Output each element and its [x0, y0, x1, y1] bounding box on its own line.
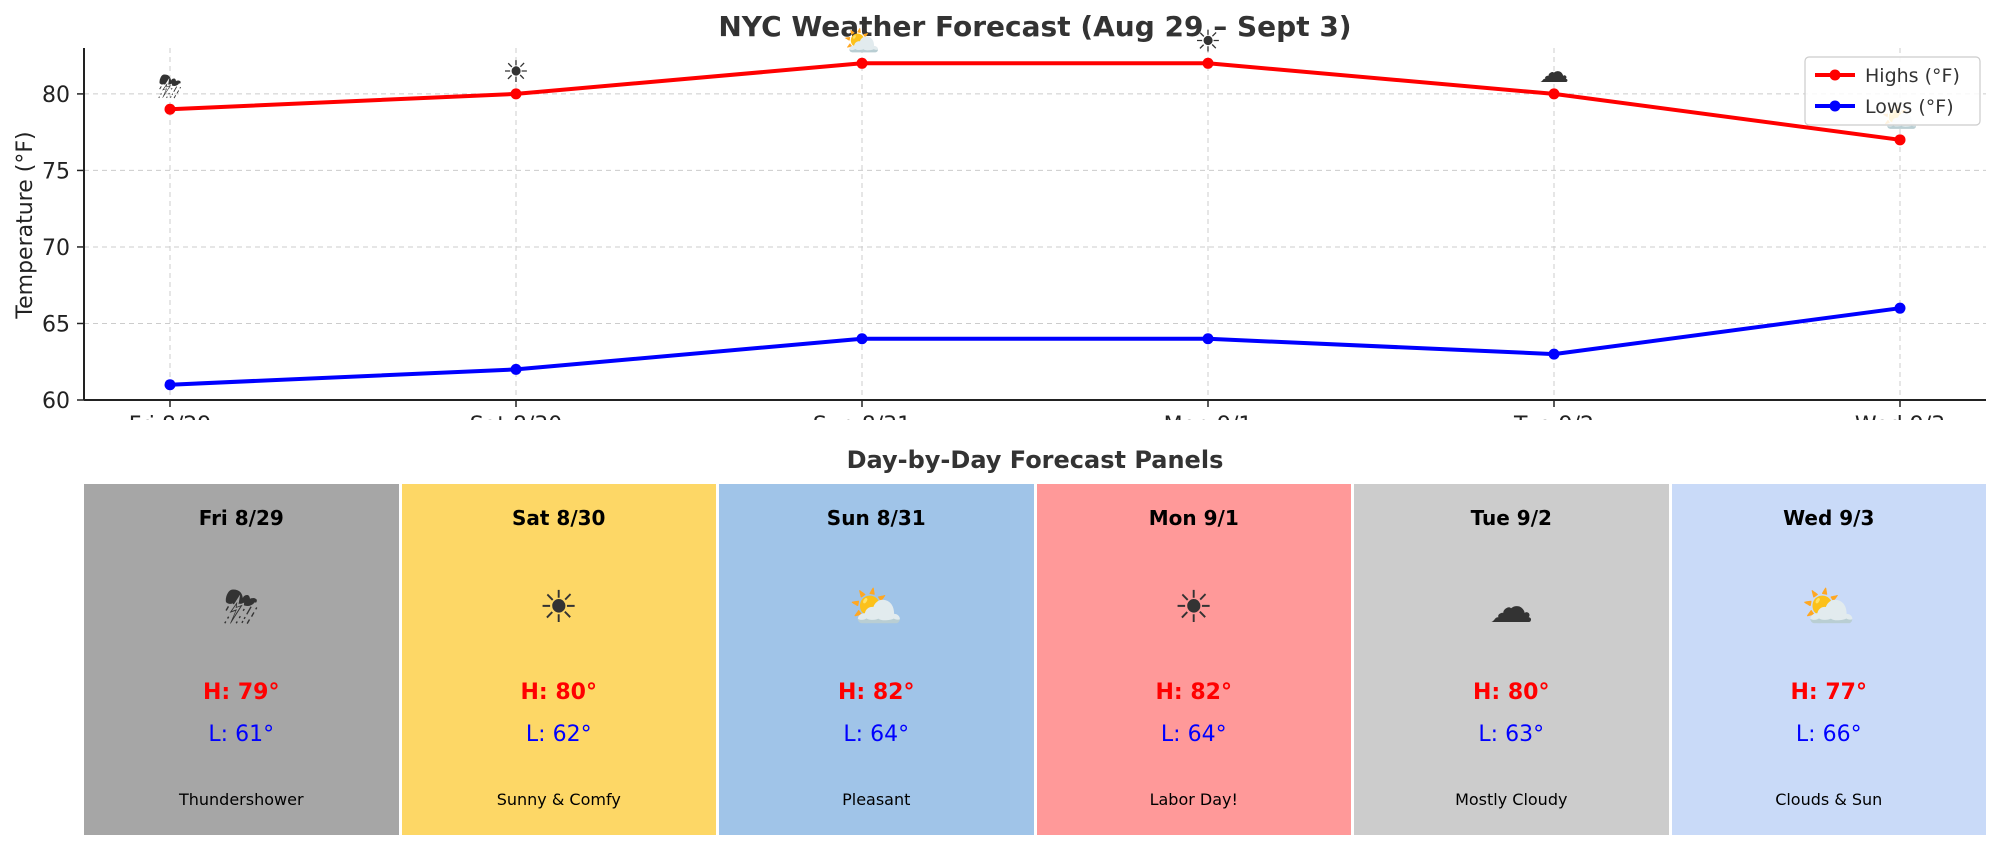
- x-tick-label: Sun 8/31: [813, 413, 911, 420]
- panel-high-temp: H: 80°: [1473, 680, 1550, 705]
- x-tick-label: Fri 8/29: [129, 413, 212, 420]
- panel-low-temp: L: 63°: [1478, 722, 1545, 747]
- low-point: [164, 379, 176, 391]
- sun-behind-cloud-icon: ⛅: [1801, 582, 1857, 633]
- sun-icon: ☀: [1195, 24, 1222, 59]
- legend-marker: [1829, 69, 1841, 81]
- y-tick-label: 75: [42, 159, 70, 184]
- y-tick-label: 80: [42, 83, 70, 108]
- low-point: [510, 363, 522, 375]
- y-tick-label: 65: [42, 312, 70, 337]
- forecast-panel-fri: Fri 8/29 ⛈ H: 79° L: 61° Thundershower: [84, 484, 399, 835]
- forecast-panel-mon: Mon 9/1 ☀ H: 82° L: 64° Labor Day!: [1033, 484, 1351, 835]
- forecast-panel-tue: Tue 9/2 ☁ H: 80° L: 63° Mostly Cloudy: [1351, 484, 1669, 835]
- panel-high-temp: H: 82°: [838, 680, 915, 705]
- high-point: [1894, 134, 1906, 146]
- forecast-panel-sun: Sun 8/31 ⛅ H: 82° L: 64° Pleasant: [716, 484, 1034, 835]
- forecast-panel-sat: Sat 8/30 ☀ H: 80° L: 62° Sunny & Comfy: [398, 484, 716, 835]
- temperature-line-chart: NYC Weather Forecast (Aug 29 – Sept 3) T…: [13, 10, 1986, 420]
- cloud-icon: ☁: [1539, 55, 1569, 90]
- series-line-lows: [169, 306, 1901, 387]
- x-tick-label: Mon 9/1: [1164, 413, 1253, 420]
- panels-section-title: Day-by-Day Forecast Panels: [846, 446, 1224, 474]
- high-point: [164, 103, 176, 115]
- panel-day-label: Sun 8/31: [826, 506, 926, 530]
- thunder-cloud-icon: ⛈: [223, 582, 259, 633]
- panel-high-temp: H: 77°: [1790, 680, 1867, 705]
- panel-day-label: Fri 8/29: [198, 506, 284, 530]
- panel-high-temp: H: 82°: [1155, 680, 1232, 705]
- low-point: [856, 333, 868, 345]
- high-point: [1202, 57, 1214, 69]
- low-point: [1202, 333, 1214, 345]
- sun-icon: ☀: [503, 55, 530, 90]
- high-point: [510, 88, 522, 100]
- panel-low-temp: L: 64°: [1160, 722, 1227, 747]
- panel-high-temp: H: 79°: [203, 680, 280, 705]
- panel-low-temp: L: 61°: [208, 722, 275, 747]
- x-tick-label: Sat 8/30: [470, 413, 562, 420]
- panel-description: Sunny & Comfy: [496, 790, 621, 809]
- panel-description: Pleasant: [842, 790, 911, 809]
- sun-behind-cloud-icon: ⛅: [843, 24, 880, 59]
- panel-low-temp: L: 66°: [1795, 722, 1862, 747]
- panel-description: Mostly Cloudy: [1455, 790, 1568, 809]
- x-tick-label: Tue 9/2: [1513, 413, 1594, 420]
- low-point: [1548, 348, 1560, 360]
- legend-label: Highs (°F): [1865, 65, 1960, 87]
- high-point: [856, 57, 868, 69]
- forecast-panel-wed: Wed 9/3 ⛅ H: 77° L: 66° Clouds & Sun: [1668, 484, 1986, 835]
- panel-high-temp: H: 80°: [520, 680, 597, 705]
- series-line-highs: [169, 61, 1901, 142]
- low-point: [1894, 302, 1906, 314]
- high-point: [1548, 88, 1560, 100]
- y-tick-label: 60: [42, 389, 70, 414]
- cloud-icon: ☁: [1489, 582, 1534, 633]
- y-tick-label: 70: [42, 236, 70, 261]
- sun-behind-cloud-icon: ⛅: [848, 582, 904, 633]
- panel-description: Labor Day!: [1149, 790, 1238, 809]
- forecast-panels: Fri 8/29 ⛈ H: 79° L: 61° Thundershower S…: [84, 484, 1986, 835]
- panel-description: Thundershower: [178, 790, 304, 809]
- x-tick-label: Wed 9/3: [1855, 413, 1945, 420]
- sun-icon: ☀: [539, 582, 579, 633]
- panel-day-label: Tue 9/2: [1470, 506, 1552, 530]
- legend-marker: [1829, 100, 1841, 112]
- chart-title: NYC Weather Forecast (Aug 29 – Sept 3): [718, 10, 1351, 43]
- panel-day-label: Mon 9/1: [1148, 506, 1239, 530]
- sun-icon: ☀: [1174, 582, 1214, 633]
- panel-low-temp: L: 62°: [525, 722, 592, 747]
- legend-label: Lows (°F): [1865, 96, 1954, 118]
- panel-description: Clouds & Sun: [1775, 790, 1883, 809]
- thunder-cloud-icon: ⛈: [158, 70, 182, 105]
- y-axis-label: Temperature (°F): [13, 131, 38, 319]
- panel-low-temp: L: 64°: [843, 722, 910, 747]
- panel-day-label: Sat 8/30: [512, 506, 606, 530]
- panel-day-label: Wed 9/3: [1783, 506, 1875, 530]
